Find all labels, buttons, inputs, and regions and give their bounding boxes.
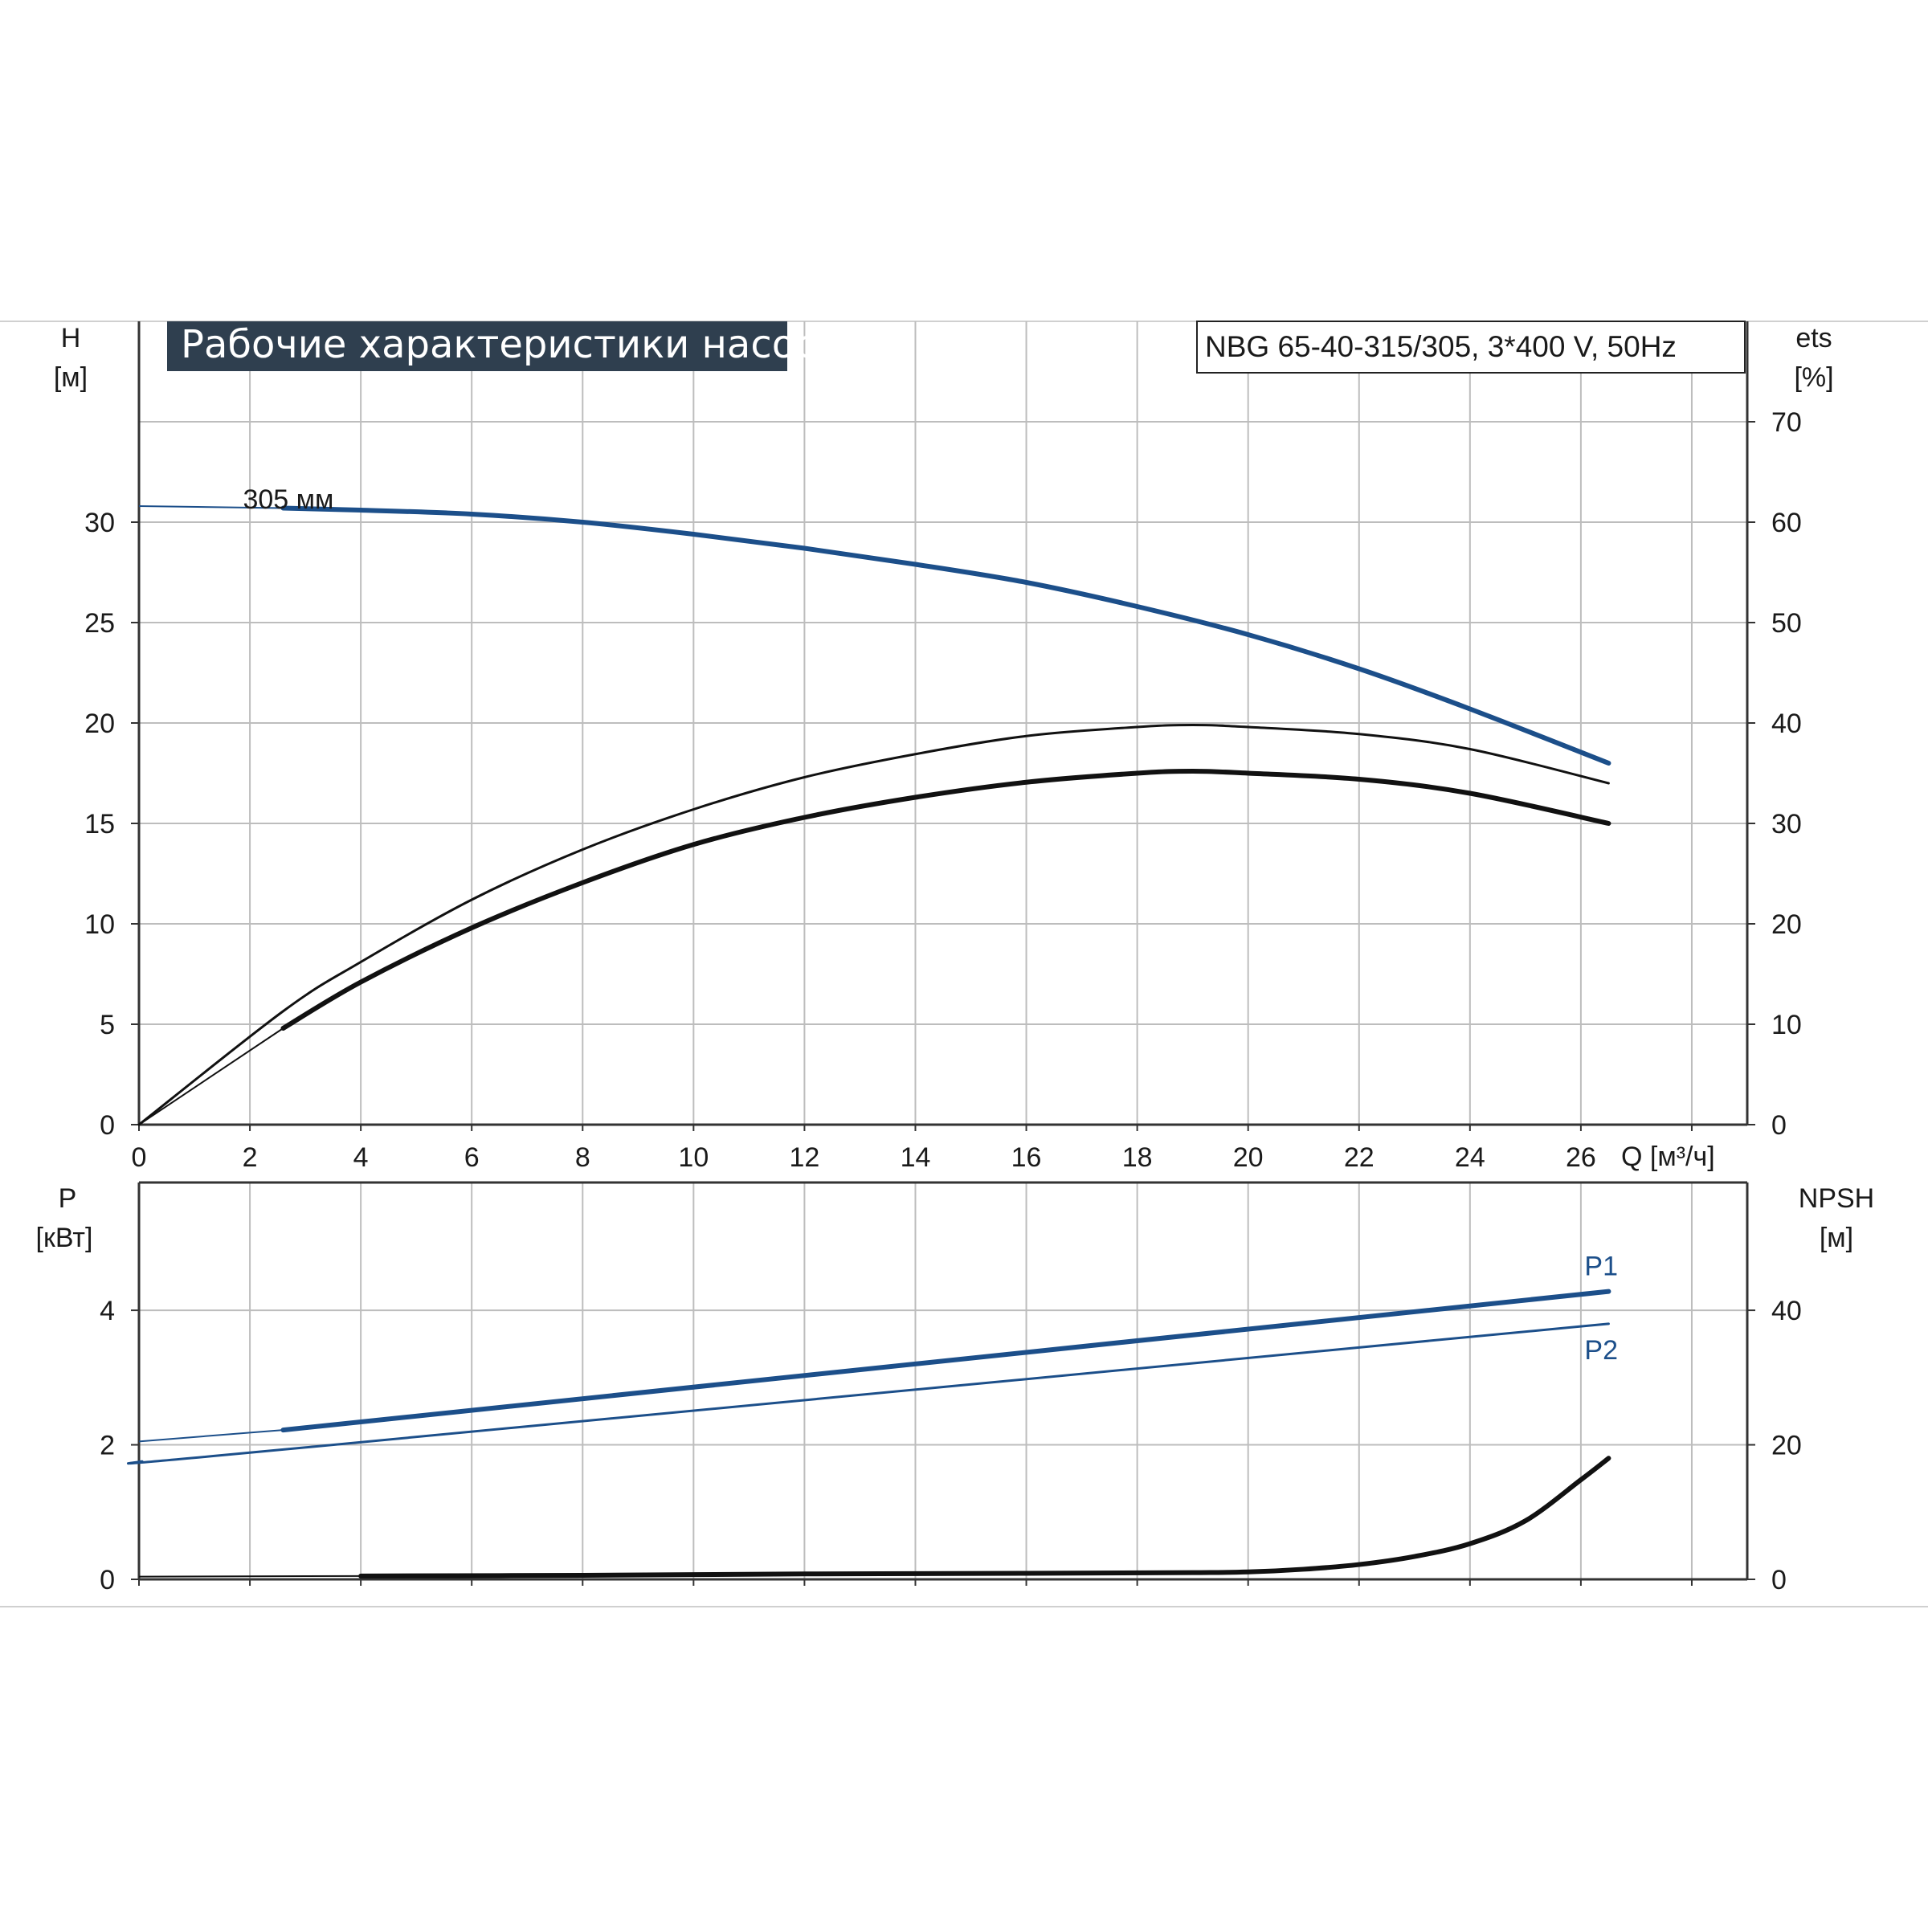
curve-annotation: 305 мм: [243, 484, 333, 515]
x-tick-label: 8: [575, 1142, 590, 1173]
x-tick-label: 22: [1344, 1142, 1375, 1173]
y-right-tick-label: 0: [1771, 1565, 1787, 1595]
y-left-tick-label: 0: [100, 1565, 115, 1595]
top-plot-curves: 305 мм: [137, 484, 1611, 1126]
x-tick-label: 16: [1011, 1142, 1042, 1173]
x-tick-label: 26: [1566, 1142, 1596, 1173]
x-tick-label: 20: [1233, 1142, 1264, 1173]
y-right-bottom-label: NPSH: [1799, 1183, 1874, 1214]
y-right-tick-label: 10: [1771, 1010, 1802, 1040]
series-label-p2: P2: [1584, 1335, 1618, 1366]
y-right-tick-label: 20: [1771, 1431, 1802, 1461]
y-left-tick-label: 25: [84, 608, 115, 639]
curve-head-efficiency-0: [280, 505, 1611, 766]
y-right-top-unit: [%]: [1794, 362, 1833, 393]
bottom-plot-curves: P1 P2: [126, 1252, 1618, 1579]
y-right-bottom-unit: [м]: [1820, 1223, 1853, 1253]
x-tick-label: 18: [1122, 1142, 1153, 1173]
y-left-top-unit: [м]: [54, 362, 88, 393]
curve-power-npsh-2: [358, 1456, 1611, 1579]
y-left-tick-label: 15: [84, 809, 115, 839]
chart-title: Рабочие характеристики насоса: [181, 322, 840, 367]
x-tick-label: 24: [1455, 1142, 1485, 1173]
y-right-tick-label: 70: [1771, 407, 1802, 438]
model-label: NBG 65-40-315/305, 3*400 V, 50Hz: [1205, 330, 1677, 363]
curve-p2: [126, 1322, 1610, 1465]
y-left-tick-label: 10: [84, 909, 115, 940]
curve-lead-segment: [138, 1429, 284, 1443]
y-right-tick-label: 60: [1771, 508, 1802, 538]
model-label-box: [1196, 321, 1746, 374]
curve-head-efficiency-1: [137, 723, 1610, 1126]
y-left-tick-label: 30: [84, 508, 115, 538]
curve-p1: [280, 1289, 1611, 1433]
y-left-tick-label: 4: [100, 1296, 115, 1326]
y-left-bottom-unit: [кВт]: [36, 1223, 93, 1253]
x-tick-label: 6: [464, 1142, 480, 1173]
curve-lead-segment: [138, 505, 284, 509]
x-tick-label: 2: [243, 1142, 258, 1173]
y-right-tick-label: 20: [1771, 909, 1802, 940]
x-tick-label: 0: [132, 1142, 147, 1173]
x-tick-label: 10: [678, 1142, 709, 1173]
y-left-bottom-label: P: [59, 1183, 77, 1214]
curve-lead-segment: [138, 1027, 284, 1125]
y-right-tick-label: 40: [1771, 1296, 1802, 1326]
y-right-top-label: ets: [1795, 323, 1832, 353]
y-left-tick-label: 5: [100, 1010, 115, 1040]
y-right-tick-label: 30: [1771, 809, 1802, 839]
y-left-tick-label: 0: [100, 1110, 115, 1141]
x-tick-label: 12: [789, 1142, 819, 1173]
y-right-tick-label: 0: [1771, 1110, 1787, 1141]
x-tick-label: 4: [353, 1142, 369, 1173]
curve-lead-segment: [138, 1575, 362, 1578]
y-right-tick-label: 50: [1771, 608, 1802, 639]
title-background: [167, 321, 787, 371]
x-axis-label: Q [м³/ч]: [1621, 1142, 1715, 1172]
x-tick-label: 14: [901, 1142, 931, 1173]
y-right-tick-label: 40: [1771, 709, 1802, 739]
y-left-tick-label: 20: [84, 709, 115, 739]
y-left-top-label: H: [61, 323, 81, 353]
series-label-p1: P1: [1584, 1252, 1618, 1282]
curve-head-efficiency-2: [280, 768, 1611, 1031]
y-left-tick-label: 2: [100, 1431, 115, 1461]
